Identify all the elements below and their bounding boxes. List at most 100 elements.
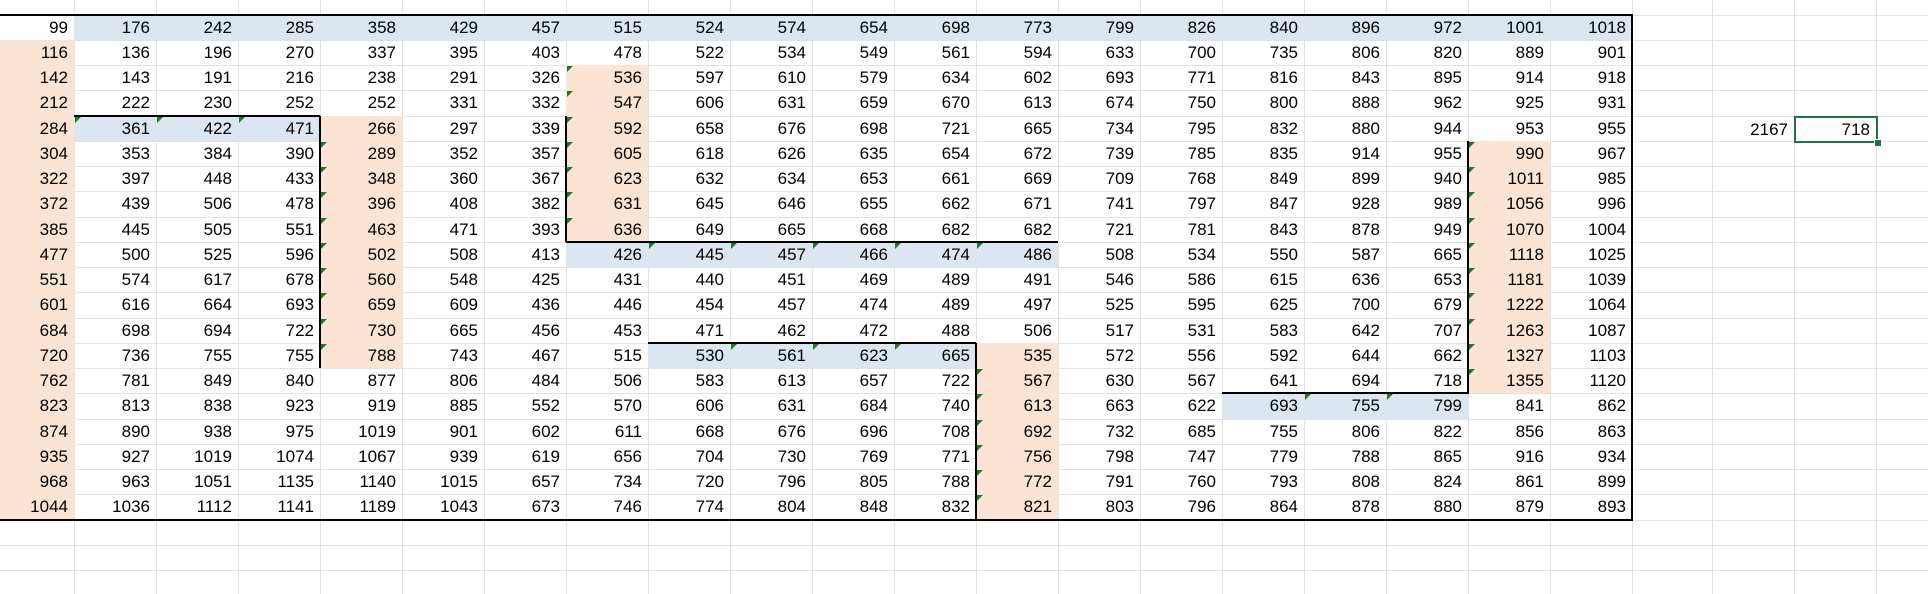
grid-cell[interactable]: 654 (941, 144, 970, 163)
grid-cell[interactable]: 955 (1597, 119, 1626, 138)
grid-cell[interactable]: 822 (1433, 422, 1462, 441)
grid-cell[interactable]: 252 (285, 93, 314, 112)
grid-cell[interactable]: 972 (1386, 15, 1468, 40)
grid-cell[interactable]: 619 (531, 447, 560, 466)
grid-cell[interactable]: 862 (1597, 396, 1626, 415)
grid-cell[interactable]: 1011 (1468, 166, 1550, 191)
grid-cell[interactable]: 673 (531, 497, 560, 516)
grid-cell[interactable]: 448 (203, 169, 232, 188)
grid-cell[interactable]: 931 (1597, 93, 1626, 112)
grid-cell[interactable]: 791 (1105, 472, 1134, 491)
grid-cell[interactable]: 788 (941, 472, 970, 491)
grid-cell[interactable]: 484 (531, 371, 560, 390)
grid-cell[interactable]: 653 (859, 169, 888, 188)
grid-cell[interactable]: 662 (1433, 346, 1462, 365)
grid-cell[interactable]: 820 (1433, 43, 1462, 62)
grid-cell[interactable]: 534 (1187, 245, 1216, 264)
grid-cell[interactable]: 927 (121, 447, 150, 466)
side-value-cell[interactable]: 2167 (1750, 120, 1788, 139)
grid-cell[interactable]: 474 (894, 242, 976, 267)
grid-cell[interactable]: 824 (1433, 472, 1462, 491)
grid-cell[interactable]: 361 (74, 116, 156, 141)
grid-cell[interactable]: 682 (1023, 220, 1052, 239)
grid-cell[interactable]: 445 (121, 220, 150, 239)
grid-cell[interactable]: 331 (449, 93, 478, 112)
grid-cell[interactable]: 878 (1351, 220, 1380, 239)
grid-cell[interactable]: 804 (777, 497, 806, 516)
grid-cell[interactable]: 821 (976, 494, 1058, 520)
grid-cell[interactable]: 914 (1351, 144, 1380, 163)
grid-cell[interactable]: 471 (238, 116, 320, 141)
grid-cell[interactable]: 579 (859, 68, 888, 87)
grid-cell[interactable]: 595 (1187, 295, 1216, 314)
grid-cell[interactable]: 708 (941, 422, 970, 441)
grid-cell[interactable]: 622 (1187, 396, 1216, 415)
grid-cell[interactable]: 491 (1023, 270, 1052, 289)
grid-cell[interactable]: 556 (1187, 346, 1216, 365)
grid-cell[interactable]: 1039 (1588, 270, 1626, 289)
grid-cell[interactable]: 734 (1105, 119, 1134, 138)
grid-cell[interactable]: 550 (1269, 245, 1298, 264)
grid-cell[interactable]: 610 (777, 68, 806, 87)
grid-cell[interactable]: 722 (285, 321, 314, 340)
grid-cell[interactable]: 471 (695, 321, 724, 340)
grid-cell[interactable]: 962 (1433, 93, 1462, 112)
grid-cell[interactable]: 700 (1187, 43, 1216, 62)
grid-cell[interactable]: 623 (566, 166, 648, 191)
grid-cell[interactable]: 615 (1269, 270, 1298, 289)
grid-cell[interactable]: 592 (566, 116, 648, 141)
grid-cell[interactable]: 963 (121, 472, 150, 491)
grid-cell[interactable]: 1001 (1468, 15, 1550, 40)
selected-cell[interactable]: 718 (1794, 116, 1878, 143)
grid-cell[interactable]: 663 (1105, 396, 1134, 415)
grid-cell[interactable]: 440 (695, 270, 724, 289)
grid-cell[interactable]: 454 (695, 295, 724, 314)
grid-cell[interactable]: 291 (449, 68, 478, 87)
grid-cell[interactable]: 774 (695, 497, 724, 516)
grid-cell[interactable]: 878 (1351, 497, 1380, 516)
grid-cell[interactable]: 524 (648, 15, 730, 40)
grid-cell[interactable]: 893 (1597, 497, 1626, 516)
grid-cell[interactable]: 659 (320, 292, 402, 318)
grid-cell[interactable]: 895 (1433, 68, 1462, 87)
grid-cell[interactable]: 916 (1515, 447, 1544, 466)
grid-cell[interactable]: 457 (730, 242, 812, 267)
grid-cell[interactable]: 1222 (1468, 292, 1550, 318)
grid-cell[interactable]: 602 (1023, 68, 1052, 87)
grid-cell[interactable]: 489 (941, 295, 970, 314)
grid-cell[interactable]: 1019 (358, 422, 396, 441)
grid-cell[interactable]: 1112 (196, 497, 232, 516)
grid-cell[interactable]: 755 (1269, 422, 1298, 441)
grid-cell[interactable]: 216 (285, 68, 314, 87)
grid-cell[interactable]: 899 (1597, 472, 1626, 491)
grid-cell[interactable]: 358 (320, 15, 402, 40)
grid-cell[interactable]: 606 (695, 396, 724, 415)
grid-cell[interactable]: 848 (859, 497, 888, 516)
grid-cell[interactable]: 552 (531, 396, 560, 415)
grid-cell[interactable]: 658 (695, 119, 724, 138)
grid-cell[interactable]: 698 (859, 119, 888, 138)
grid-cell[interactable]: 939 (449, 447, 478, 466)
grid-cell[interactable]: 433 (285, 169, 314, 188)
grid-cell[interactable]: 515 (613, 346, 642, 365)
grid-cell[interactable]: 1118 (1468, 242, 1550, 267)
grid-cell[interactable]: 252 (367, 93, 396, 112)
grid-cell[interactable]: 551 (285, 220, 314, 239)
grid-cell[interactable]: 843 (1269, 220, 1298, 239)
grid-cell[interactable]: 297 (449, 119, 478, 138)
grid-cell[interactable]: 762 (0, 368, 74, 393)
grid-cell[interactable]: 143 (121, 68, 150, 87)
grid-cell[interactable]: 393 (531, 220, 560, 239)
grid-cell[interactable]: 551 (0, 267, 74, 292)
grid-cell[interactable]: 646 (777, 194, 806, 213)
grid-cell[interactable]: 489 (941, 270, 970, 289)
grid-cell[interactable]: 634 (777, 169, 806, 188)
grid-cell[interactable]: 1015 (440, 472, 478, 491)
grid-cell[interactable]: 679 (1433, 295, 1462, 314)
grid-cell[interactable]: 1263 (1468, 318, 1550, 343)
grid-cell[interactable]: 755 (1304, 393, 1386, 419)
grid-cell[interactable]: 919 (367, 396, 396, 415)
grid-cell[interactable]: 326 (531, 68, 560, 87)
grid-cell[interactable]: 975 (285, 422, 314, 441)
grid-cell[interactable]: 696 (859, 422, 888, 441)
